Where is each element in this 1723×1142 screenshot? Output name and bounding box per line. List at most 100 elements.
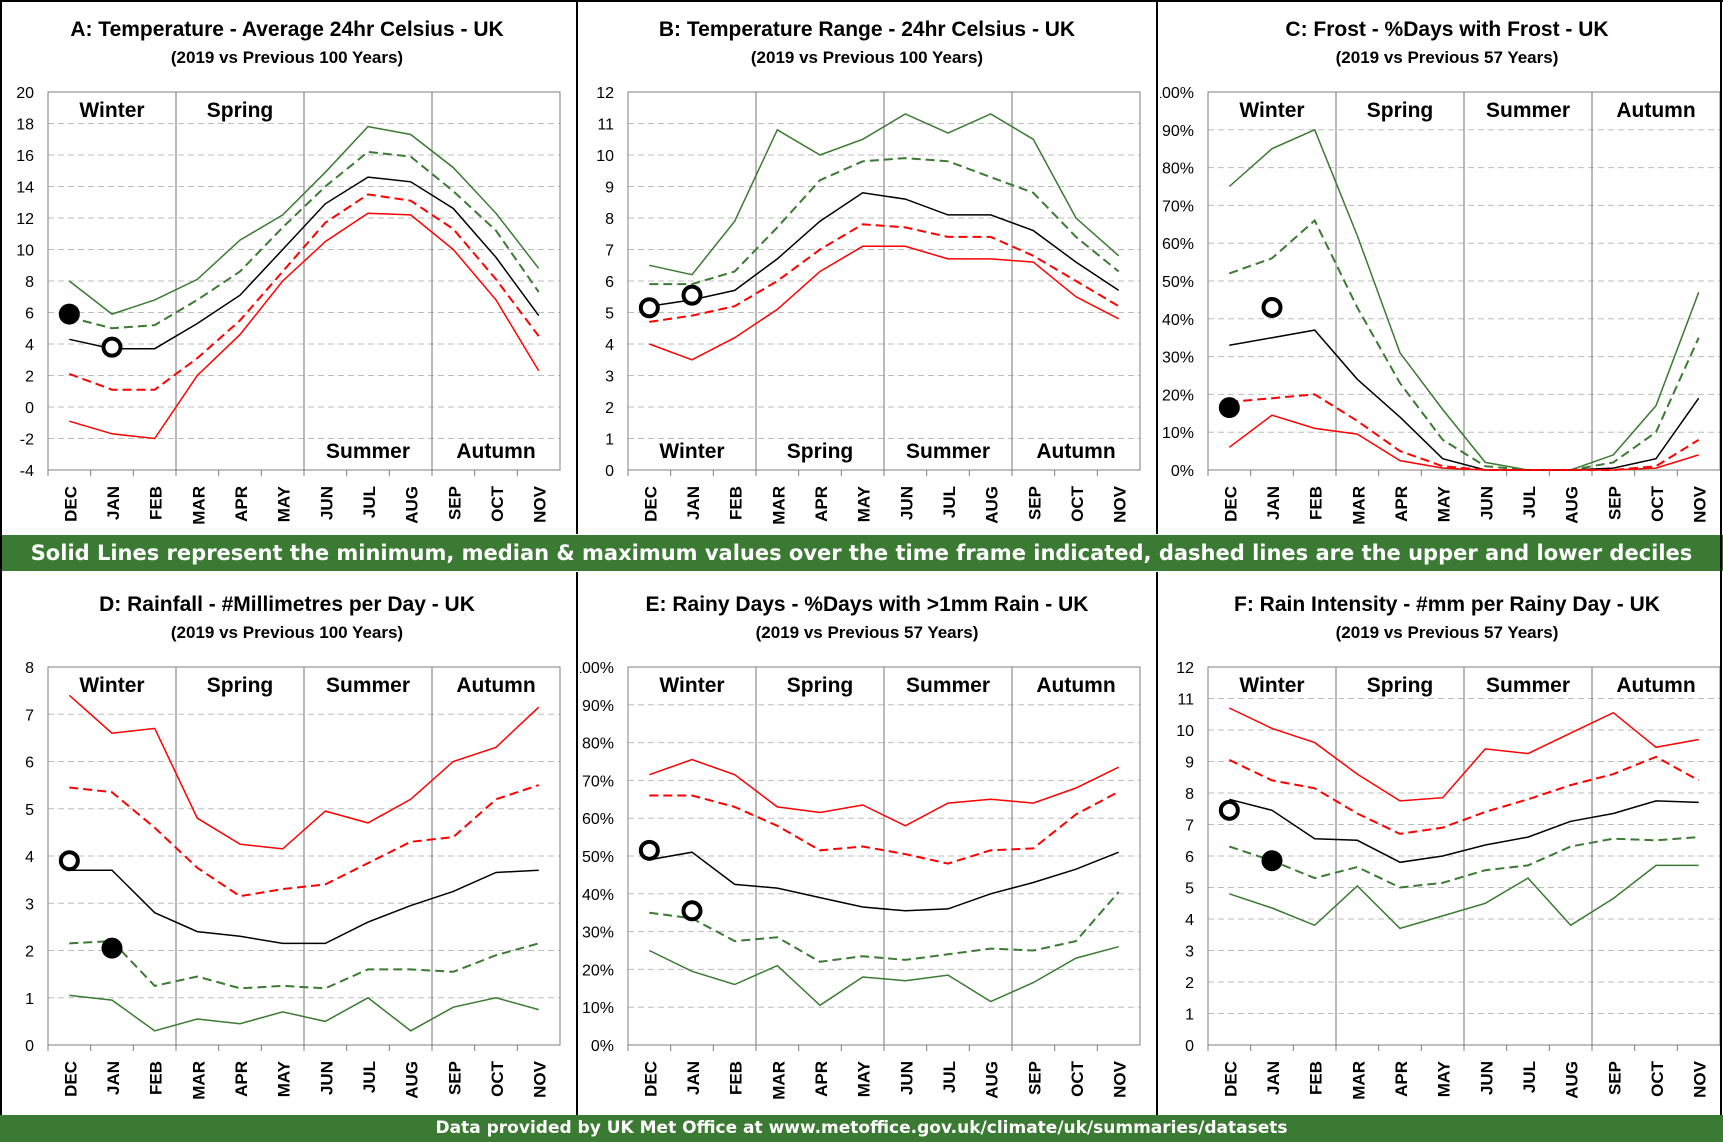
season-label: Autumn: [1036, 674, 1115, 697]
x-tick-label: DEC: [61, 486, 80, 522]
y-tick-label: 40%: [1162, 312, 1194, 329]
y-tick-label: 9: [605, 180, 614, 197]
series-line-upper: [649, 113, 1120, 276]
x-tick-label: AUG: [1563, 1061, 1582, 1099]
series-line-upper: [649, 758, 1120, 827]
x-tick-label: APR: [1392, 486, 1411, 522]
point-2019-dec: [1218, 799, 1240, 821]
x-tick-label: OCT: [1648, 1060, 1667, 1097]
y-tick-label: 2: [25, 369, 34, 386]
x-tick-label: FEB: [727, 1061, 746, 1095]
chart-title: E: Rainy Days - %Days with >1mm Rain - U…: [646, 593, 1089, 616]
x-tick-label: JAN: [684, 1061, 703, 1095]
x-tick-label: NOV: [1691, 485, 1710, 523]
series-line-median: [69, 869, 539, 945]
season-label: Winter: [79, 674, 144, 697]
x-tick-label: FEB: [1307, 1061, 1326, 1095]
y-tick-label: 16: [16, 148, 34, 165]
y-tick-label: 80%: [582, 736, 614, 753]
y-tick-label: -4: [20, 463, 34, 480]
y-tick-label: 8: [605, 211, 614, 228]
x-tick-label: JUN: [317, 486, 336, 520]
x-tick-label: MAY: [275, 1060, 294, 1097]
x-tick-label: FEB: [727, 486, 746, 520]
season-label: Spring: [1367, 674, 1434, 697]
source-banner: Data provided by UK Met Office at www.me…: [0, 1115, 1723, 1142]
x-tick-label: JUL: [1520, 486, 1539, 518]
panel-b-temperature-range: B: Temperature Range - 24hr Celsius - UK…: [580, 0, 1154, 530]
point-2019-dec: [638, 839, 660, 861]
x-tick-label: AUG: [983, 486, 1002, 524]
y-tick-label: 12: [596, 85, 614, 102]
season-label: Autumn: [456, 674, 535, 697]
y-tick-label: 6: [25, 755, 34, 772]
panel-d-rainfall: D: Rainfall - #Millimetres per Day - UK (…: [0, 575, 574, 1105]
y-tick-label: 10: [596, 148, 614, 165]
x-tick-label: MAR: [769, 486, 788, 525]
series-line-upper-decile: [69, 150, 540, 330]
y-tick-label: 10: [16, 243, 34, 260]
y-tick-label: 50%: [582, 849, 614, 866]
x-tick-label: OCT: [1068, 1060, 1087, 1097]
series-line-lower: [648, 945, 1119, 1007]
point-2019-dec: [1218, 397, 1240, 419]
x-tick-label: JUL: [360, 1061, 379, 1093]
x-tick-label: AUG: [983, 1061, 1002, 1099]
y-tick-label: 40%: [582, 887, 614, 904]
x-tick-label: APR: [812, 1061, 831, 1097]
y-tick-label: 2: [1185, 975, 1194, 992]
y-tick-label: 4: [25, 849, 34, 866]
x-tick-label: OCT: [1068, 485, 1087, 522]
x-tick-label: JUL: [940, 1061, 959, 1093]
x-tick-label: NOV: [1691, 1060, 1710, 1098]
x-tick-label: JUN: [897, 1061, 916, 1095]
x-tick-label: MAR: [769, 1061, 788, 1100]
series-line-lower: [69, 994, 539, 1032]
panel-a-temperature: A: Temperature - Average 24hr Celsius - …: [0, 0, 574, 530]
x-tick-label: APR: [232, 486, 251, 522]
season-label: Autumn: [1036, 440, 1115, 463]
y-tick-label: 11: [597, 117, 614, 134]
x-tick-label: FEB: [147, 1061, 166, 1095]
chart-svg: D: Rainfall - #Millimetres per Day - UK (…: [25, 593, 561, 1100]
series-line-lower-decile: [69, 940, 539, 990]
x-tick-label: JAN: [1264, 486, 1283, 520]
x-tick-label: APR: [232, 1061, 251, 1097]
season-label: Summer: [1486, 99, 1570, 122]
x-tick-label: APR: [812, 486, 831, 522]
y-tick-label: 10%: [582, 1000, 614, 1017]
series-line-lower: [1229, 864, 1699, 930]
x-tick-label: JUN: [1477, 486, 1496, 520]
x-tick-label: MAY: [1435, 485, 1454, 522]
point-2019-jan: [681, 284, 703, 306]
x-tick-label: AUG: [403, 486, 422, 524]
series-line-upper-decile: [1228, 755, 1700, 835]
chart-svg: E: Rainy Days - %Days with >1mm Rain - U…: [573, 593, 1141, 1100]
point-2019-jan: [1261, 850, 1283, 872]
series-line-lower: [1228, 414, 1699, 471]
season-label: Summer: [906, 440, 990, 463]
point-2019-jan: [1261, 296, 1283, 318]
y-tick-label: 10%: [1162, 425, 1194, 442]
y-tick-label: 1: [1185, 1007, 1194, 1024]
y-tick-label: 30%: [582, 925, 614, 942]
chart-svg: A: Temperature - Average 24hr Celsius - …: [16, 18, 561, 525]
y-tick-label: 9: [1185, 755, 1194, 772]
series-line-upper-decile: [649, 157, 1120, 286]
x-tick-label: AUG: [1563, 486, 1582, 524]
y-tick-label: 70%: [1162, 198, 1194, 215]
x-tick-label: MAR: [1349, 486, 1368, 525]
series-line-upper-decile: [69, 784, 540, 898]
x-tick-label: FEB: [147, 486, 166, 520]
x-tick-label: DEC: [641, 1061, 660, 1097]
y-tick-label: 11: [1177, 692, 1194, 709]
y-tick-label: 0: [25, 1038, 34, 1055]
x-tick-label: JAN: [104, 1061, 123, 1095]
x-tick-label: FEB: [1307, 486, 1326, 520]
x-tick-label: JUN: [317, 1061, 336, 1095]
panel-c-frost: C: Frost - %Days with Frost - UK (2019 vs…: [1153, 0, 1723, 530]
x-tick-label: DEC: [1221, 1061, 1240, 1097]
x-tick-label: SEP: [1605, 1061, 1624, 1095]
series-line-median: [1229, 798, 1699, 864]
legend-banner: Solid Lines represent the minimum, media…: [0, 535, 1723, 571]
